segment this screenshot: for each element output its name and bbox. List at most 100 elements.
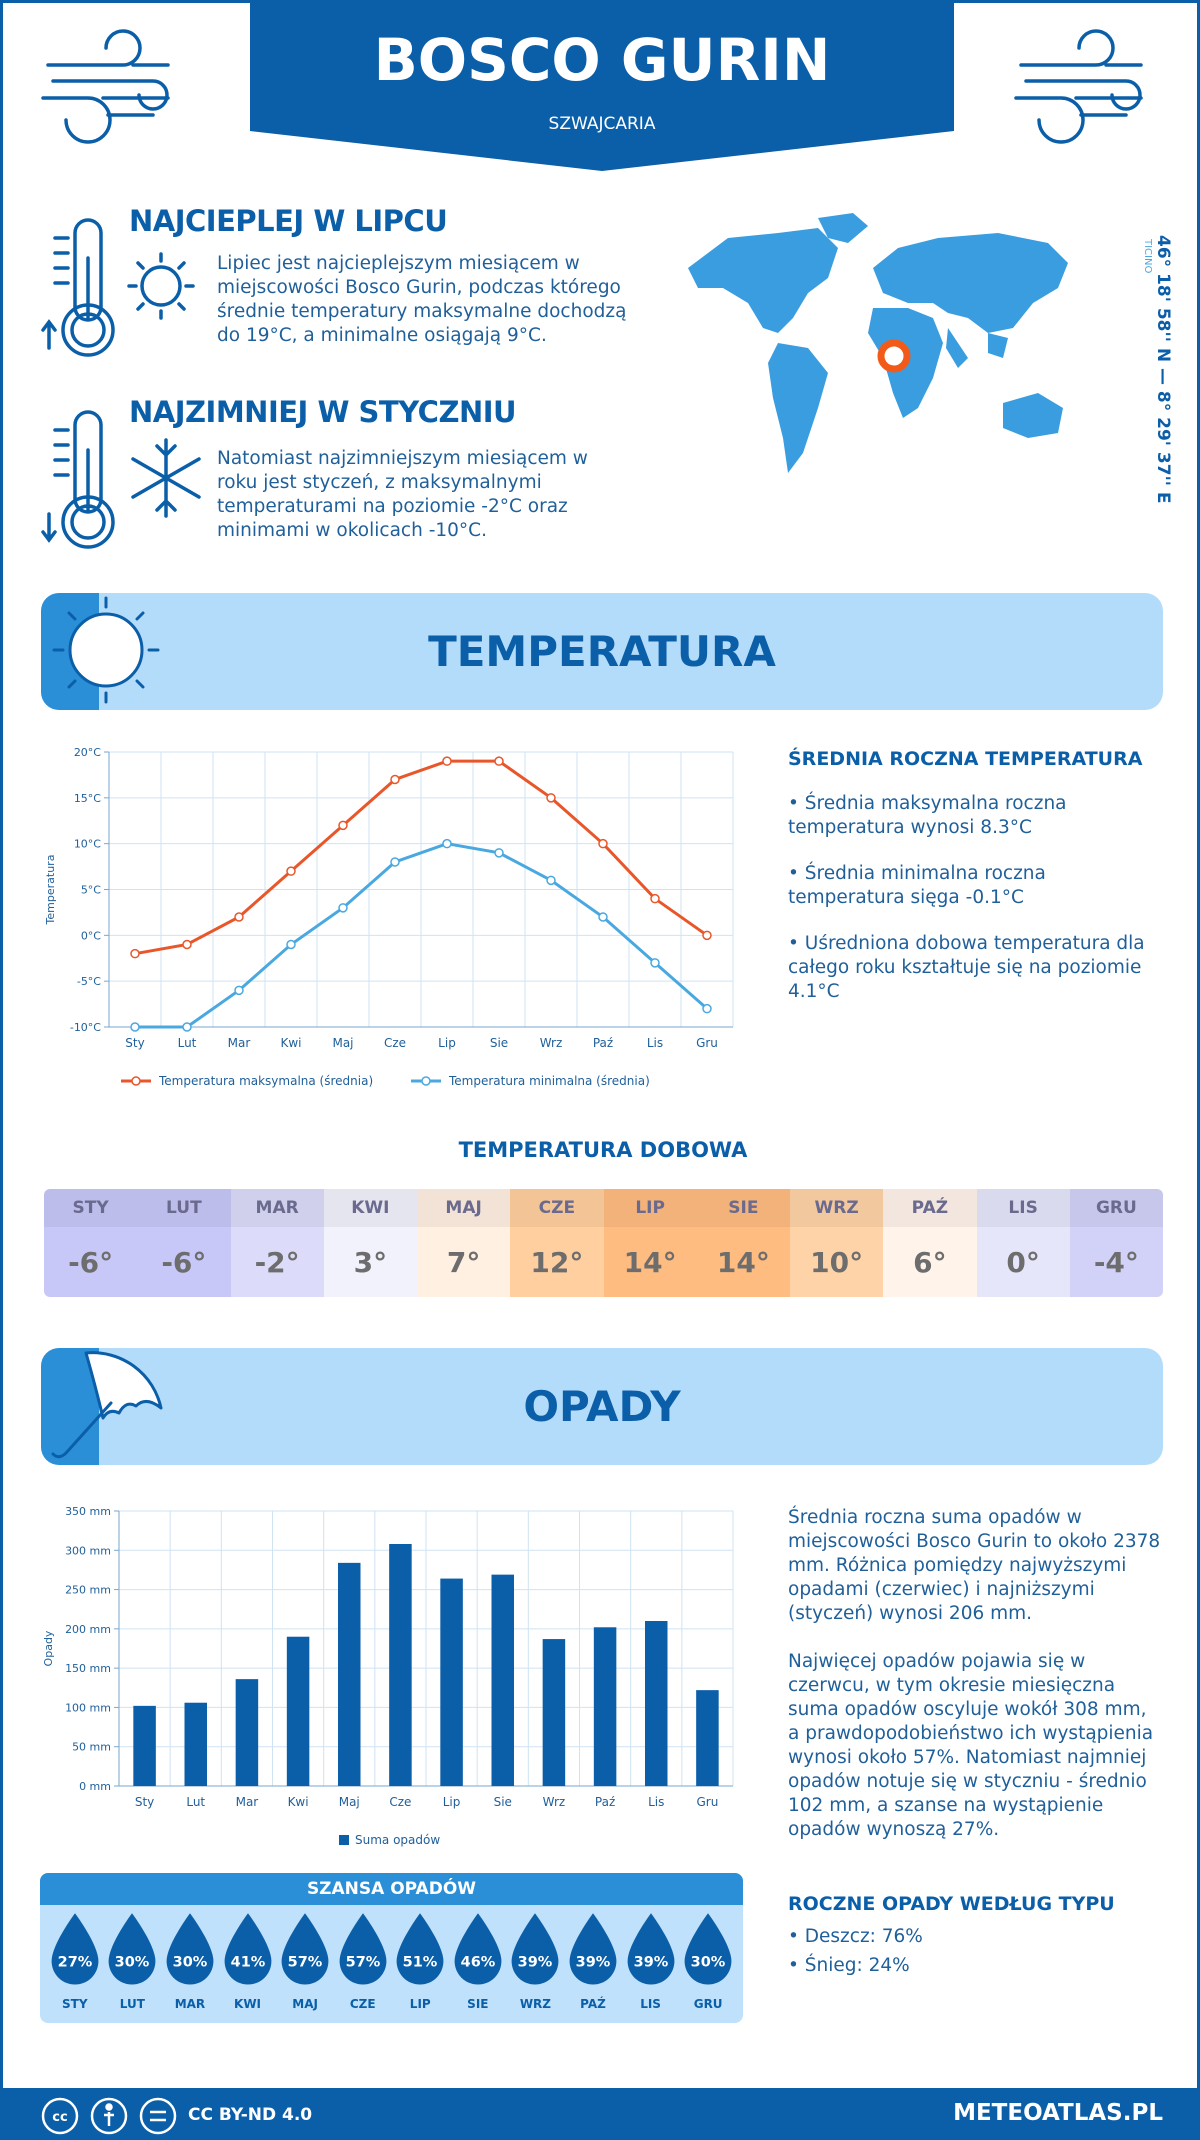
chance-value: 57% [345, 1955, 380, 1971]
x-tick-label: Paź [595, 1795, 615, 1809]
point [494, 756, 504, 766]
site-name[interactable]: METEOATLAS.PL [953, 2100, 1163, 2126]
daily-value: -6° [161, 1245, 207, 1279]
y-tick-label: 250 mm [65, 1584, 111, 1597]
y-tick-label: 350 mm [65, 1505, 111, 1518]
precipitation-chance: SZANSA OPADÓW 27% STY 30% LUT 30% MAR 41% KWI 57… [40, 1873, 743, 2023]
x-tick-label: Maj [332, 1036, 353, 1050]
city-title: BOSCO GURIN [373, 26, 831, 94]
drop-shape [224, 1913, 271, 1985]
footer: cc CC BY-ND 4.0 METEOATLAS.PL [3, 2088, 1197, 2140]
header-graphics [41, 3, 1143, 171]
chance-month: LUT [119, 1997, 145, 2011]
x-tick-label: Mar [228, 1036, 251, 1050]
chance-value: 27% [57, 1955, 92, 1971]
daily-month: WRZ [790, 1189, 884, 1227]
daily-value: -6° [68, 1245, 114, 1279]
daily-month: GRU [1069, 1189, 1163, 1227]
daily-title: TEMPERATURA DOBOWA [458, 1138, 748, 1162]
daily-value: 7° [446, 1245, 481, 1279]
point [130, 1022, 140, 1032]
daily-table: STY -6° LUT -6° MAR -2° KWI 3° MAJ 7° CZE 12° LIP 14°… [44, 1189, 1163, 1297]
y-tick-label: 5°C [81, 884, 101, 897]
x-tick-label: Maj [339, 1795, 360, 1809]
chance-month: STY [62, 1997, 88, 2011]
drop-shape [51, 1913, 99, 1985]
bar [389, 1544, 412, 1786]
temperature-summary: ŚREDNIA ROCZNA TEMPERATURA • Średnia mak… [788, 748, 1163, 1026]
drop: 51% [396, 1913, 444, 1985]
point [338, 820, 348, 831]
daily-cell: PAŹ 6° [883, 1189, 977, 1297]
daily-cell: GRU -4° [1069, 1189, 1163, 1297]
daily-cell: LIS 0° [976, 1189, 1070, 1297]
coordinates: 46° 18' 58'' N — 8° 29' 37'' E [1153, 235, 1173, 504]
drop: 57% [339, 1913, 387, 1985]
point [598, 838, 608, 849]
drop: 30% [108, 1913, 156, 1985]
legend-label: Temperatura maksymalna (średnia) [158, 1074, 373, 1088]
drop-shape [684, 1913, 732, 1985]
temperature-title: TEMPERATURA [428, 627, 776, 676]
daily-value: 3° [353, 1245, 388, 1279]
daily-cell: CZE 12° [510, 1189, 604, 1297]
drop: 30% [684, 1913, 732, 1985]
x-tick-label: Lut [186, 1795, 205, 1809]
precipitation-paragraph: Najwięcej opadów pojawia się w czerwcu, … [788, 1651, 1154, 1840]
daily-month: SIE [696, 1189, 790, 1227]
chance-row: 27% STY 30% LUT 30% MAR 41% KWI 57% MAJ 57% CZE 51% L… [40, 1905, 743, 2023]
chance-month: GRU [693, 1997, 723, 2011]
y-tick-label: -5°C [77, 975, 101, 988]
bar [184, 1702, 208, 1786]
daily-month: STY [44, 1189, 138, 1227]
point [702, 930, 712, 941]
drop-shape [569, 1913, 617, 1985]
chance-cell: 30% LUT [104, 1905, 162, 2023]
precipitation-paragraph: Średnia roczna suma opadów w miejscowośc… [788, 1507, 1161, 1624]
x-tick-label: Lis [648, 1795, 664, 1809]
location-marker [877, 339, 911, 373]
x-tick-label: Lis [647, 1036, 663, 1050]
y-tick-label: -10°C [70, 1021, 101, 1034]
line [134, 759, 708, 956]
point [442, 756, 452, 766]
daily-value: -4° [1093, 1245, 1139, 1279]
point [130, 948, 140, 959]
drop-shape [339, 1913, 387, 1985]
point [598, 912, 608, 922]
precipitation-banner: OPADY [41, 1348, 1163, 1465]
chance-value: 30% [115, 1955, 150, 1971]
sun-icon [41, 593, 160, 710]
daily-month: KWI [323, 1189, 417, 1227]
point [286, 939, 296, 950]
chance-month: SIE [467, 1997, 489, 2011]
daily-month: CZE [510, 1189, 604, 1227]
header-banner [250, 3, 954, 171]
warmest-text: Lipiec jest najcieplejszym miesiącem w m… [217, 253, 627, 346]
y-tick-label: 100 mm [65, 1701, 111, 1714]
precipitation-chart: 0 mm 50 mm 100 mm 150 mm 200 mm 250 mm 300 mm 3… [44, 1505, 734, 1847]
daily-value: 14° [716, 1245, 770, 1279]
umbrella-icon [41, 1348, 163, 1465]
bar [644, 1621, 668, 1786]
coldest-text: Natomiast najzimniejszym miesiącem w rok… [217, 448, 588, 541]
drop: 41% [224, 1913, 271, 1985]
drop-shape [627, 1913, 674, 1985]
wind-icon-right [1014, 29, 1143, 144]
summary-title: ŚREDNIA ROCZNA TEMPERATURA [788, 748, 1143, 770]
daily-cell: WRZ 10° [790, 1189, 884, 1297]
point [546, 793, 556, 803]
drop: 30% [166, 1913, 214, 1985]
chance-month: LIS [640, 1997, 661, 2011]
chance-month: MAJ [292, 1997, 318, 2011]
y-tick-label: 150 mm [65, 1662, 111, 1675]
legend-label: Suma opadów [355, 1833, 440, 1847]
point [390, 774, 400, 785]
chance-cell: 57% MAJ [276, 1905, 334, 2023]
point [442, 838, 452, 849]
legend-label: Temperatura minimalna (średnia) [448, 1074, 650, 1088]
daily-cell: MAR -2° [230, 1189, 324, 1297]
daily-value: 12° [530, 1245, 584, 1279]
bar [440, 1578, 463, 1786]
